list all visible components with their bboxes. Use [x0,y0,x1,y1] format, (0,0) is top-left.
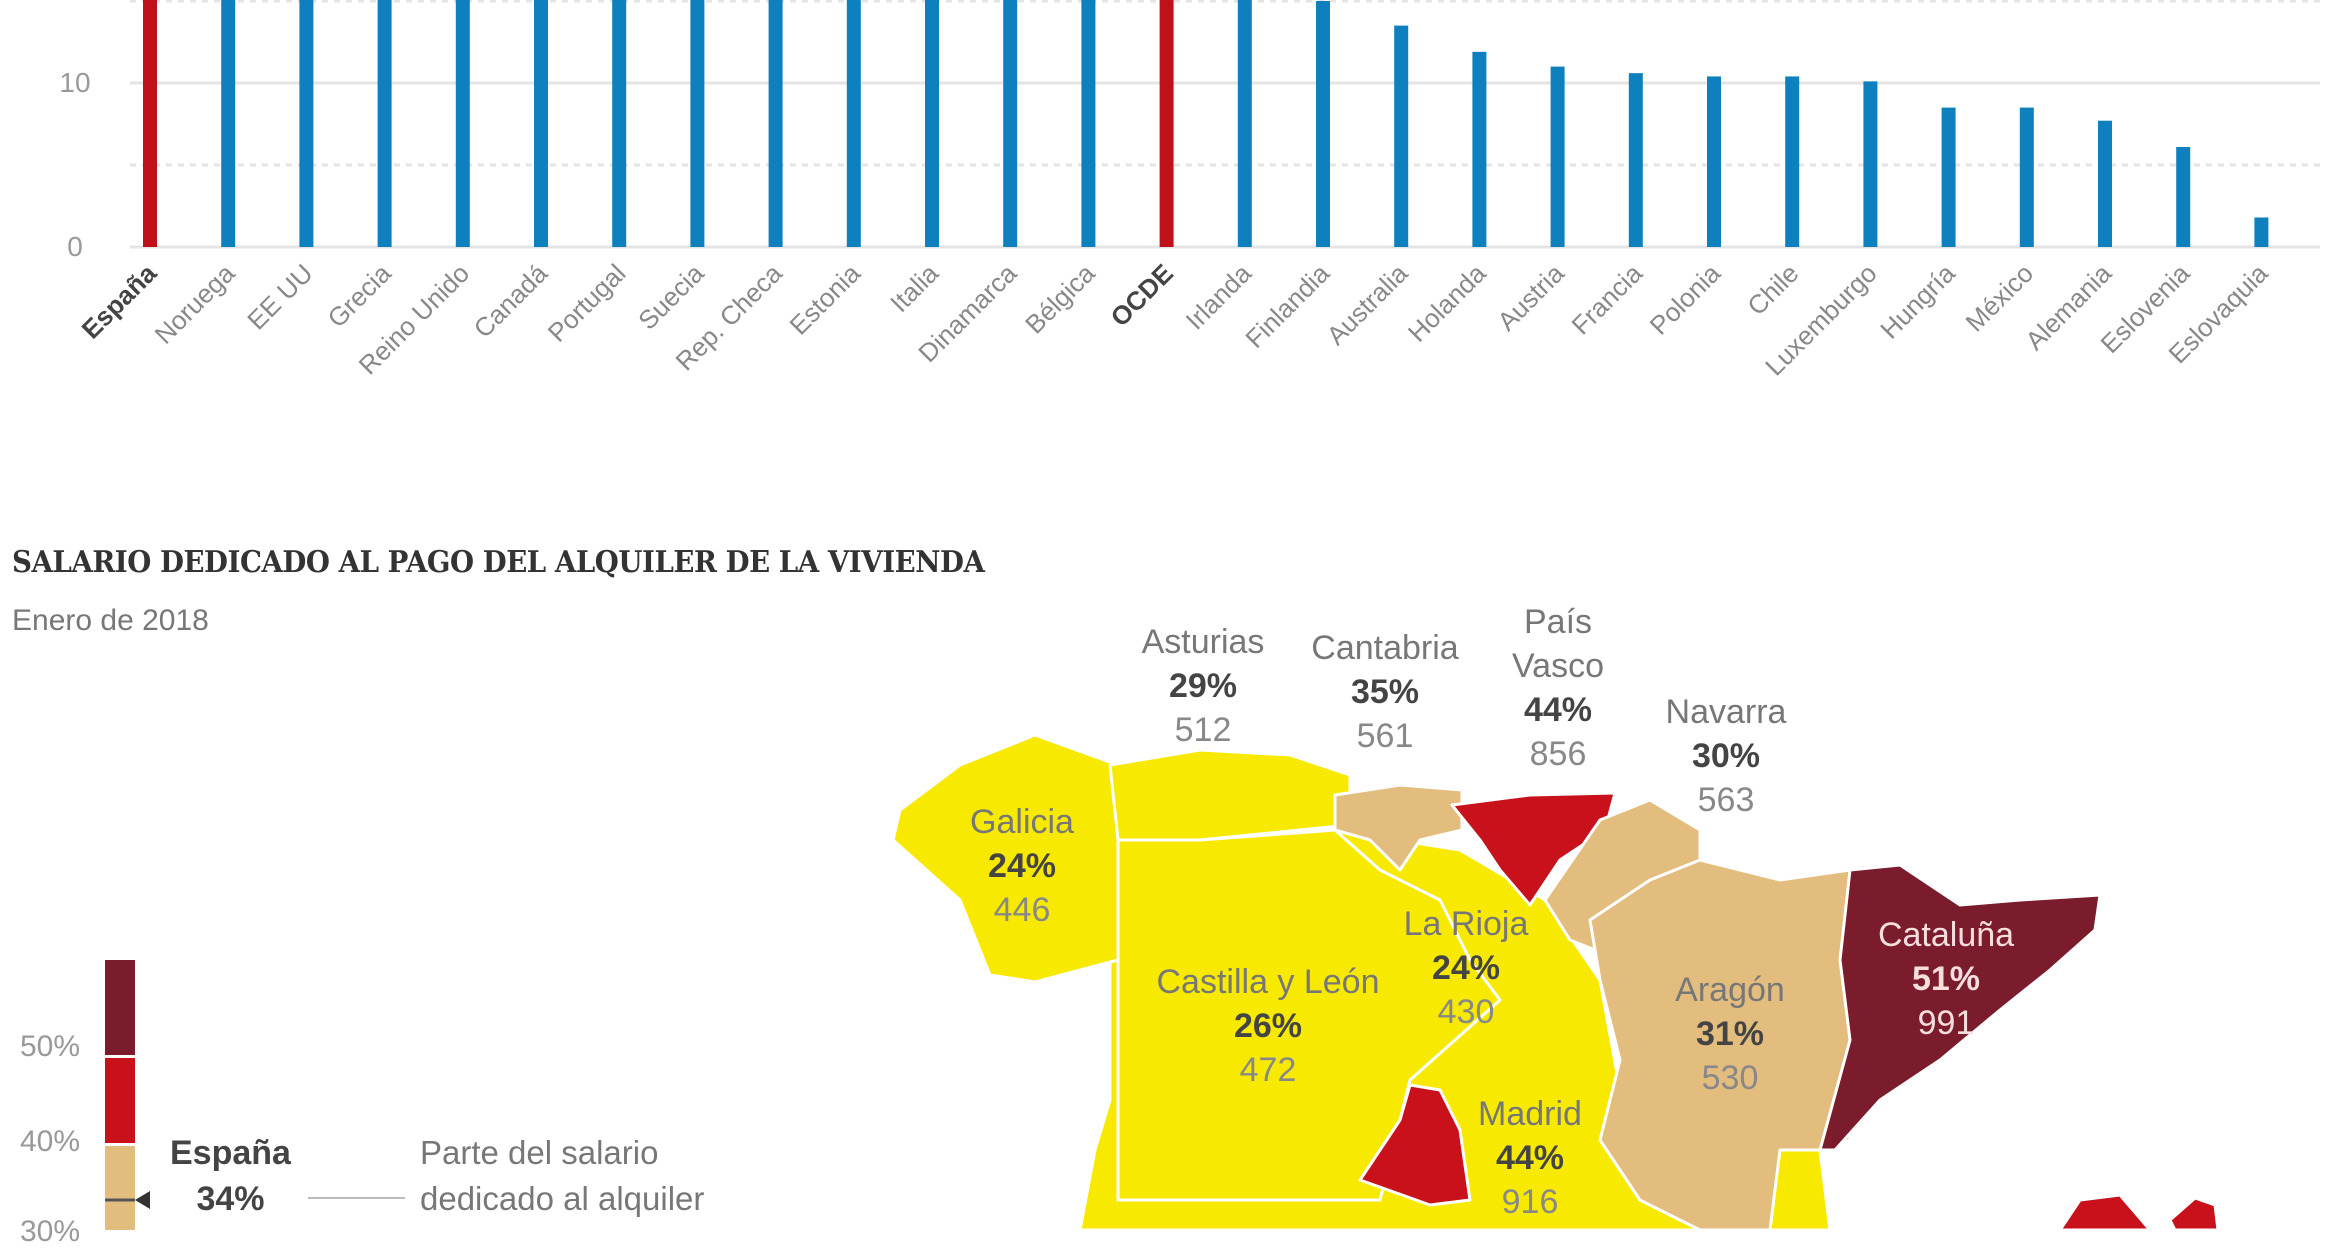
bar-rep-checa [768,0,783,247]
legend-tick-50: 50% [20,1030,81,1063]
legend-description-line1: Parte del salario [420,1134,659,1171]
region-galicia [891,733,1120,984]
region-castilla-leon [1116,828,1502,1202]
bar-luxemburgo [1863,81,1878,247]
region-label-la-rioja: La Rioja 24% 430 [1404,902,1529,1034]
y-tick-label: 10 [59,67,90,98]
region-name: Galicia [970,803,1074,841]
region-name: Navarra [1665,693,1787,731]
region-percent: 44% [1523,691,1593,729]
region-percent: 26% [1233,1007,1303,1045]
legend-description: Parte del salario dedicado al alquiler [420,1130,704,1222]
bar-estonia [846,0,861,247]
bar-francia [1628,73,1643,247]
bar-reino-unido [455,0,470,247]
region-label-arag-n: Aragón 31% 530 [1675,968,1785,1100]
bar-australia [1394,25,1409,247]
bar-polonia [1707,76,1721,247]
region-label-catalu-a: Cataluña 51% 991 [1878,913,2014,1045]
map-subtitle: Enero de 2018 [12,604,209,637]
region-label-asturias: Asturias 29% 512 [1142,620,1265,752]
region-rent: 472 [1239,1051,1297,1089]
bar-italia [925,0,939,247]
legend-tick-30: 30% [20,1215,81,1248]
bar-irlanda [1237,0,1252,247]
region-label-navarra: Navarra 30% 563 [1666,690,1787,822]
region-rent: 856 [1529,735,1587,773]
bar-alemania [2098,120,2112,247]
region-name: La Rioja [1403,905,1529,943]
bar-eslovaquia [2254,217,2269,247]
legend-spain-arrow-icon [135,1191,150,1209]
region-label-galicia: Galicia 24% 446 [970,800,1074,932]
bar-chile [1785,76,1800,247]
region-name: Castilla y León [1156,963,1380,1001]
region-pais-vasco [1450,791,1617,907]
bar-dinamarca [1003,0,1018,247]
region-name: País Vasco [1512,603,1604,685]
region-percent: 24% [987,847,1057,885]
region-percent: 31% [1695,1015,1765,1053]
region-label-castilla-y-le-n: Castilla y León 26% 472 [1156,960,1379,1092]
y-tick-label: 0 [67,231,83,262]
bar-grecia [377,0,392,247]
region-baleares [2058,1193,2152,1230]
region-percent: 30% [1691,737,1761,775]
region-percent: 29% [1168,667,1238,705]
bar-finlandia [1316,1,1330,247]
legend-spain-value: 34% [196,1180,265,1218]
legend-spain-average: España 34% [170,1130,291,1222]
bar-portugal [612,0,627,247]
region-rent: 446 [993,891,1051,929]
region-percent: 44% [1495,1139,1565,1177]
bar-ee-uu [299,0,314,247]
bar-canad- [534,0,548,247]
region-asturias [1108,748,1352,842]
region-rent: 430 [1437,993,1495,1031]
region-cataluna [1818,863,2102,1152]
region-name: Cataluña [1877,916,2015,954]
bar-holanda [1472,51,1487,248]
region-label-cantabria: Cantabria 35% 561 [1311,626,1458,758]
region-label-pa-s-vasco: País Vasco 44% 856 [1512,600,1604,776]
legend-swatch-40-50 [105,1058,135,1143]
region-baleares-2 [2168,1196,2220,1230]
bar-b-lgica [1081,0,1096,247]
bar-suecia [690,0,705,247]
legend-swatch-30-40 [105,1146,135,1230]
region-name: Asturias [1141,623,1265,661]
region-rent: 512 [1174,711,1232,749]
region-rent: 563 [1697,781,1755,819]
bar-ocde [1159,0,1174,247]
map-title: SALARIO DEDICADO AL PAGO DEL ALQUILER DE… [12,545,985,580]
region-rent: 530 [1701,1059,1759,1097]
region-name: Aragón [1675,971,1785,1009]
bar-eslovenia [2176,146,2191,247]
region-percent: 24% [1431,949,1501,987]
bar-m-xico [2019,107,2034,247]
region-cantabria [1333,783,1464,872]
bar-austria [1550,66,1565,247]
region-percent: 35% [1350,673,1420,711]
bar-noruega [221,0,236,247]
bar-espa-a [143,0,157,247]
region-valencia-top [1768,1148,1832,1230]
region-rent: 561 [1356,717,1414,755]
legend-tick-40: 40% [20,1125,81,1158]
legend-description-line2: dedicado al alquiler [420,1180,705,1217]
region-rent: 991 [1917,1004,1975,1042]
region-percent: 51% [1911,960,1981,998]
region-name: Madrid [1478,1095,1582,1133]
region-label-madrid: Madrid 44% 916 [1478,1092,1582,1224]
legend-spain-label: España [170,1134,291,1172]
bar-hungr-a [1941,107,1956,247]
region-madrid [1358,1083,1472,1207]
region-name: Cantabria [1311,629,1459,667]
region-rent: 916 [1501,1183,1559,1221]
legend-swatch-gt50 [105,960,135,1055]
